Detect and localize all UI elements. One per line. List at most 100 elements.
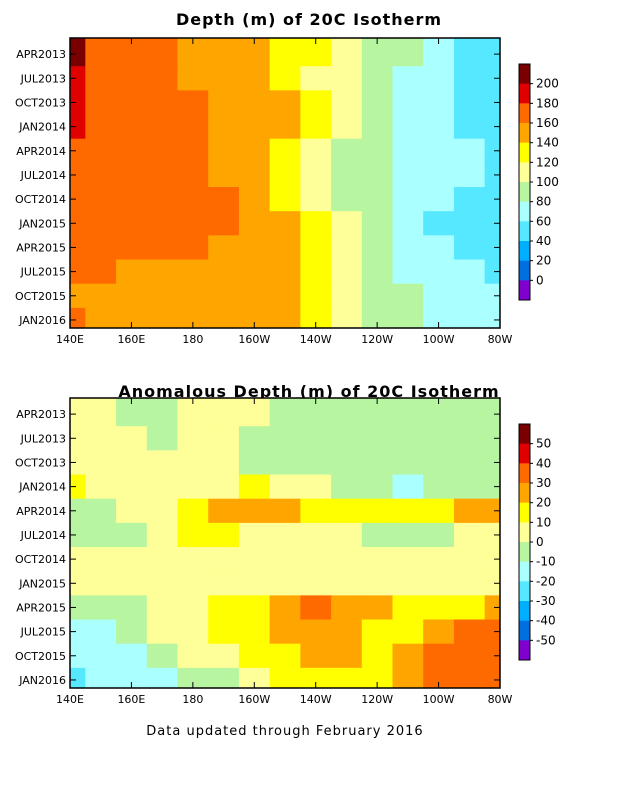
heatmap-cell-JAN2015-140E — [70, 211, 86, 236]
x-tick-label: 140W — [300, 333, 332, 346]
heatmap-cell-JAN2016-110W — [392, 307, 424, 328]
heatmap-cell-APR2013-150W — [269, 38, 301, 67]
heatmap-cell-APR2015-140E — [70, 595, 86, 621]
heatmap-cell-JAN2015-150E — [85, 571, 117, 596]
heatmap-cell-APR2015-100W — [423, 235, 455, 261]
heatmap-cell-JAN2016-130W — [331, 307, 363, 328]
heatmap-cell-OCT2014-160W — [238, 547, 271, 572]
heatmap-cell-APR2015-130W — [331, 595, 363, 621]
heatmap-cell-JUL2014-170W — [208, 162, 240, 188]
colorbar-swatch — [519, 463, 530, 484]
heatmap-cell-APR2013-110W — [392, 38, 424, 67]
heatmap-cell-APR2015-150W — [269, 595, 301, 621]
heatmap-cell-OCT2014-130W — [331, 187, 363, 212]
heatmap-cell-JUL2014-160E — [116, 162, 148, 188]
heatmap-cell-APR2015-110W — [392, 595, 424, 621]
heatmap-cell-APR2015-150W — [269, 235, 301, 261]
heatmap-cell-APR2014-90W — [453, 138, 486, 164]
heatmap-cell-APR2014-130W — [331, 498, 363, 524]
heatmap-cells — [70, 38, 500, 328]
heatmap-cell-OCT2015-120W — [361, 643, 393, 669]
heatmap-cell-JUL2014-150W — [269, 522, 301, 548]
top-chart-title: Depth (m) of 20C Isotherm — [175, 10, 443, 29]
x-tick-label: 160W — [238, 333, 270, 346]
heatmap-cell-JUL2014-170E — [146, 522, 178, 548]
colorbar-swatch — [519, 522, 530, 543]
colorbar-label: 80 — [536, 195, 551, 209]
heatmap-cell-OCT2014-140W — [300, 187, 332, 212]
heatmap-cell-JAN2015-160E — [116, 571, 148, 596]
x-tick-label: 100W — [423, 693, 455, 706]
heatmap-cell-APR2015-80W — [484, 595, 500, 621]
heatmap-cell-OCT2013-150W — [269, 450, 301, 476]
heatmap-cell-JAN2014-150W — [269, 474, 301, 500]
heatmap-cell-JAN2016-100W — [423, 307, 455, 328]
heatmap-cell-OCT2015-160E — [116, 283, 148, 309]
heatmap-cell-JAN2014-120W — [361, 114, 393, 140]
heatmap-cell-JAN2014-170W — [208, 114, 240, 140]
data-updated-footer: Data updated through February 2016 — [146, 724, 424, 739]
colorbar-swatch — [519, 601, 530, 621]
heatmap-cell-OCT2015-150W — [269, 283, 301, 309]
heatmap-cell-APR2014-80W — [484, 498, 500, 524]
y-tick-label: APR2015 — [16, 601, 66, 614]
heatmap-cell-JAN2015-170E — [146, 571, 178, 596]
y-tick-label: OCT2015 — [15, 290, 66, 303]
heatmap-cell-APR2015-170E — [146, 235, 178, 261]
heatmap-cell-APR2014-170E — [146, 138, 178, 164]
colorbar-swatch — [519, 443, 530, 464]
heatmap-cell-OCT2014-80W — [484, 547, 500, 572]
x-tick-label: 140W — [300, 693, 332, 706]
heatmap-cell-OCT2014-120W — [361, 547, 393, 572]
heatmap-cell-JUL2015-150E — [85, 259, 117, 285]
heatmap-cell-JUL2015-140W — [300, 619, 332, 645]
heatmap-cell-OCT2014-160E — [116, 187, 148, 212]
heatmap-cell-OCT2015-90W — [453, 283, 486, 309]
heatmap-cell-JUL2014-160W — [238, 522, 271, 548]
colorbar-label: -40 — [536, 614, 556, 628]
heatmap-cell-JAN2014-90W — [453, 474, 486, 500]
heatmap-cell-JUL2015-170E — [146, 619, 178, 645]
heatmap-cell-APR2013-80W — [484, 398, 500, 427]
colorbar-label: 40 — [536, 456, 551, 470]
y-tick-label: APR2015 — [16, 241, 66, 254]
heatmap-cell-JAN2014-150E — [85, 474, 117, 500]
heatmap-cell-JUL2014-120W — [361, 522, 393, 548]
heatmap-cell-OCT2014-170W — [208, 547, 240, 572]
heatmap-cell-JAN2014-170E — [146, 474, 178, 500]
heatmap-cell-JUL2013-120W — [361, 426, 393, 451]
heatmap-cell-OCT2013-150E — [85, 450, 117, 476]
heatmap-cell-APR2015-180 — [177, 235, 209, 261]
heatmap-cell-OCT2013-90W — [453, 450, 486, 476]
x-tick-label: 80W — [488, 333, 513, 346]
heatmap-cell-OCT2013-110W — [392, 90, 424, 116]
y-tick-label: JUL2015 — [20, 266, 66, 279]
heatmap-cell-JAN2015-160W — [238, 571, 271, 596]
heatmap-cell-JUL2015-100W — [423, 259, 455, 285]
heatmap-cell-JUL2013-90W — [453, 426, 486, 451]
heatmap-cell-OCT2015-170W — [208, 283, 240, 309]
heatmap-cell-JUL2013-140E — [70, 66, 86, 91]
heatmap-cell-JAN2016-140W — [300, 307, 332, 328]
heatmap-cell-APR2015-160E — [116, 595, 148, 621]
heatmap-cell-OCT2013-170W — [208, 90, 240, 116]
x-tick-label: 180 — [182, 333, 203, 346]
heatmap-cell-JUL2013-150E — [85, 66, 117, 91]
heatmap-cell-JAN2014-160E — [116, 474, 148, 500]
heatmap-cell-OCT2015-130W — [331, 643, 363, 669]
heatmap-cell-JAN2015-140W — [300, 571, 332, 596]
heatmap-cell-OCT2015-100W — [423, 643, 455, 669]
heatmap-cell-JUL2013-180 — [177, 426, 209, 451]
heatmap-cell-OCT2014-180 — [177, 187, 209, 212]
heatmap-cell-OCT2014-140E — [70, 187, 86, 212]
heatmap-cell-JUL2015-180 — [177, 619, 209, 645]
heatmap-cell-JUL2015-150W — [269, 619, 301, 645]
heatmap-cell-OCT2014-90W — [453, 187, 486, 212]
heatmap-cell-JAN2015-170E — [146, 211, 178, 236]
heatmap-cell-JUL2014-130W — [331, 162, 363, 188]
y-tick-label: JAN2014 — [18, 481, 66, 494]
heatmap-cell-OCT2013-150E — [85, 90, 117, 116]
heatmap-cell-JAN2015-150W — [269, 571, 301, 596]
heatmap-cell-APR2014-160E — [116, 498, 148, 524]
heatmap-cell-JAN2016-170E — [146, 667, 178, 688]
